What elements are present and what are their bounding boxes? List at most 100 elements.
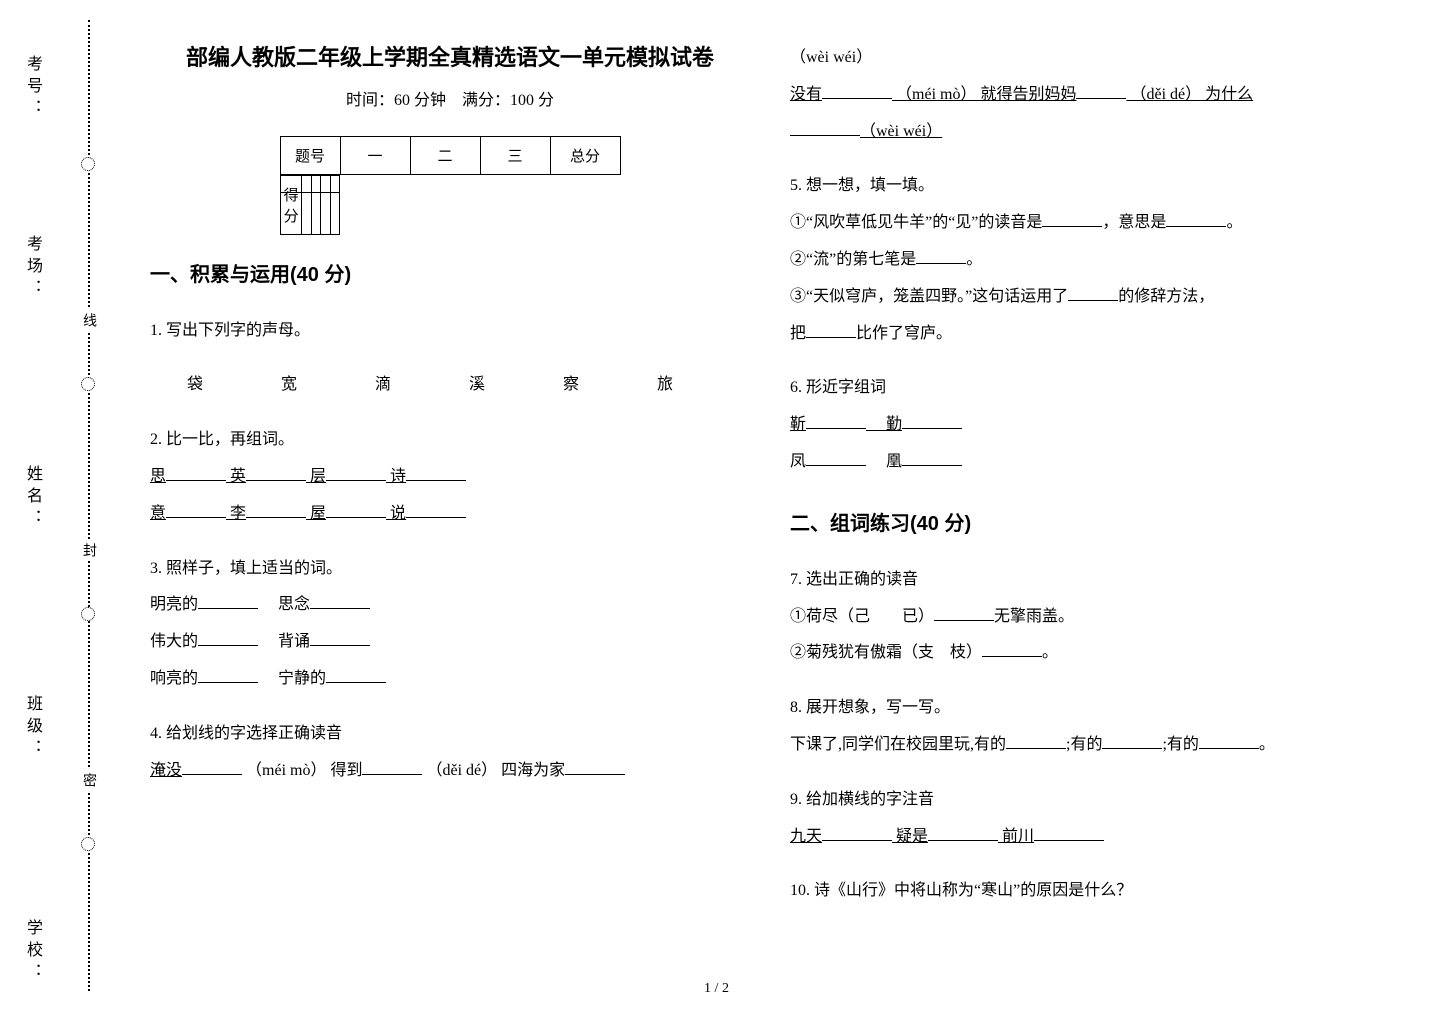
question-stem: 3. 照样子，填上适当的词。 <box>150 551 750 588</box>
question-stem: 4. 给划线的字选择正确读音 <box>150 716 750 753</box>
exam-title: 部编人教版二年级上学期全真精选语文一单元模拟试卷 <box>150 40 750 72</box>
q8-text: ;有的 <box>1162 736 1198 753</box>
left-column: 部编人教版二年级上学期全真精选语文一单元模拟试卷 时间：60 分钟 满分：100… <box>150 40 750 971</box>
binding-label-name: 姓名： <box>20 465 44 531</box>
q1-char: 宽 <box>244 367 334 404</box>
score-head-cell: 一 <box>340 137 410 175</box>
score-cell <box>321 176 330 235</box>
q9-word: 九天 <box>790 828 822 845</box>
page-number: 1 / 2 <box>704 981 729 997</box>
q5-item: ③“天似穹庐，笼盖四野。”这句话运用了的修辞方法， <box>790 279 1390 316</box>
q1-char: 旅 <box>620 367 710 404</box>
q6-char: 凤 <box>790 453 806 470</box>
q4-word: 淹没 <box>150 762 182 779</box>
q3-word: 明亮的 <box>150 596 198 613</box>
question-7: 7. 选出正确的读音 ①荷尽（己 已）无擎雨盖。 ②菊残犹有傲霜（支 枝）。 <box>790 562 1390 672</box>
q4-pinyin: （wèi wéi） <box>860 123 942 140</box>
question-1: 1. 写出下列字的声母。 袋 宽 滴 溪 察 旅 <box>150 313 750 405</box>
binding-label-room: 考场： <box>20 235 44 301</box>
binding-margin: 学校： 密 班级： 封 姓名： 线 考场： 考号： <box>62 20 114 991</box>
binding-cut-label: 密 <box>78 769 98 791</box>
q1-char: 袋 <box>150 367 240 404</box>
q5-text: 。 <box>966 251 982 268</box>
score-cell <box>311 176 320 235</box>
right-column: （wèi wéi） 没有 （méi mò） 就得告别妈妈 （děi dé） 为什… <box>790 40 1390 971</box>
q3-word: 伟大的 <box>150 633 198 650</box>
q4-pinyin-line: （wèi wéi） <box>790 114 1390 151</box>
q2-char: 思 <box>150 468 166 485</box>
question-stem: 6. 形近字组词 <box>790 370 1390 407</box>
section-1-heading: 一、积累与运用(40 分) <box>150 258 750 287</box>
q9-word: 前川 <box>1002 828 1034 845</box>
q9-word: 疑是 <box>896 828 928 845</box>
question-stem: 10. 诗《山行》中将山称为“寒山”的原因是什么？ <box>790 873 1390 910</box>
q5-item: ②“流”的第七笔是 。 <box>790 242 1390 279</box>
q2-char: 屋 <box>310 505 326 522</box>
question-9: 9. 给加横线的字注音 九天 疑是 前川 <box>790 782 1390 856</box>
q7-text: 无擎雨盖。 <box>994 608 1074 625</box>
q5-text: 把 <box>790 325 806 342</box>
q2-row: 思 英 层 诗 <box>150 459 750 496</box>
score-cell <box>330 176 339 235</box>
q5-text: 比作了穹庐。 <box>856 325 952 342</box>
q2-char: 诗 <box>390 468 406 485</box>
q4-line: 没有 （méi mò） 就得告别妈妈 （děi dé） 为什么 <box>790 77 1390 114</box>
q1-char: 察 <box>526 367 616 404</box>
q6-char: 靳 <box>790 416 806 433</box>
q2-char: 说 <box>390 505 406 522</box>
q6-row: 凤 凰 <box>790 444 1390 481</box>
q5-text: ，意思是 <box>1102 214 1166 231</box>
question-3: 3. 照样子，填上适当的词。 明亮的 思念 伟大的 背诵 响亮的 宁静的 <box>150 551 750 698</box>
q4-line: 淹没 （méi mò） 得到 （děi dé） 四海为家 <box>150 753 750 790</box>
question-stem: 7. 选出正确的读音 <box>790 562 1390 599</box>
q2-row: 意 李 屋 说 <box>150 496 750 533</box>
binding-label-seat: 考号： <box>20 55 44 121</box>
q3-row: 明亮的 思念 <box>150 587 750 624</box>
q5-text: ①“风吹草低见牛羊”的“见”的读音是 <box>790 214 1042 231</box>
score-head-cell: 二 <box>410 137 480 175</box>
binding-circle <box>81 157 95 171</box>
q4-text: （méi mò） 得到 <box>246 762 362 779</box>
question-stem: 9. 给加横线的字注音 <box>790 782 1390 819</box>
score-table: 题号 一 二 三 总分 得分 <box>280 136 621 198</box>
q6-row: 靳 勤 <box>790 407 1390 444</box>
score-cell <box>302 176 311 235</box>
question-stem: 8. 展开想象，写一写。 <box>790 690 1390 727</box>
q4-pinyin: （wèi wéi） <box>790 40 1390 77</box>
q8-text: ;有的 <box>1066 736 1102 753</box>
q4-text: （děi dé） 四海为家 <box>426 762 565 779</box>
question-4-cont: （wèi wéi） 没有 （méi mò） 就得告别妈妈 （děi dé） 为什… <box>790 40 1390 150</box>
q4-word: 没有 <box>790 86 822 103</box>
score-head-cell: 总分 <box>550 137 620 175</box>
q5-item: ①“风吹草低见牛羊”的“见”的读音是，意思是。 <box>790 205 1390 242</box>
q3-word: 宁静的 <box>278 670 326 687</box>
question-stem: 2. 比一比，再组词。 <box>150 422 750 459</box>
q1-char-row: 袋 宽 滴 溪 察 旅 <box>150 367 750 404</box>
q6-char: 凰 <box>886 453 902 470</box>
score-table-head-row: 题号 一 二 三 总分 <box>280 137 620 175</box>
q2-char: 意 <box>150 505 166 522</box>
q2-char: 英 <box>230 468 246 485</box>
binding-circle <box>81 607 95 621</box>
q4-text: （děi dé） 为什么 <box>1130 86 1253 103</box>
q5-text: ②“流”的第七笔是 <box>790 251 916 268</box>
q4-text: （méi mò） 就得告别妈妈 <box>896 86 1076 103</box>
q1-char: 滴 <box>338 367 428 404</box>
q7-item: ①荷尽（己 已） 无擎雨盖。 <box>790 599 1390 636</box>
q5-text: ③“天似穹庐，笼盖四野。”这句话运用了 <box>790 288 1068 305</box>
score-head-cell: 三 <box>480 137 550 175</box>
question-4: 4. 给划线的字选择正确读音 淹没 （méi mò） 得到 （děi dé） 四… <box>150 716 750 790</box>
q8-body: 下课了,同学们在校园里玩,有的;有的;有的。 <box>790 727 1390 764</box>
score-head-cell: 题号 <box>280 137 340 175</box>
q5-item: 把 比作了穹庐。 <box>790 316 1390 353</box>
q7-text: ②菊残犹有傲霜（支 枝） <box>790 644 982 661</box>
q1-char: 溪 <box>432 367 522 404</box>
q6-char: 勤 <box>886 416 902 433</box>
q2-char: 李 <box>230 505 246 522</box>
q7-text: ①荷尽（己 已） <box>790 608 934 625</box>
question-8: 8. 展开想象，写一写。 下课了,同学们在校园里玩,有的;有的;有的。 <box>790 690 1390 764</box>
question-6: 6. 形近字组词 靳 勤 凤 凰 <box>790 370 1390 480</box>
q8-text: 。 <box>1259 736 1275 753</box>
binding-label-school: 学校： <box>20 919 44 985</box>
q3-word: 背诵 <box>278 633 310 650</box>
